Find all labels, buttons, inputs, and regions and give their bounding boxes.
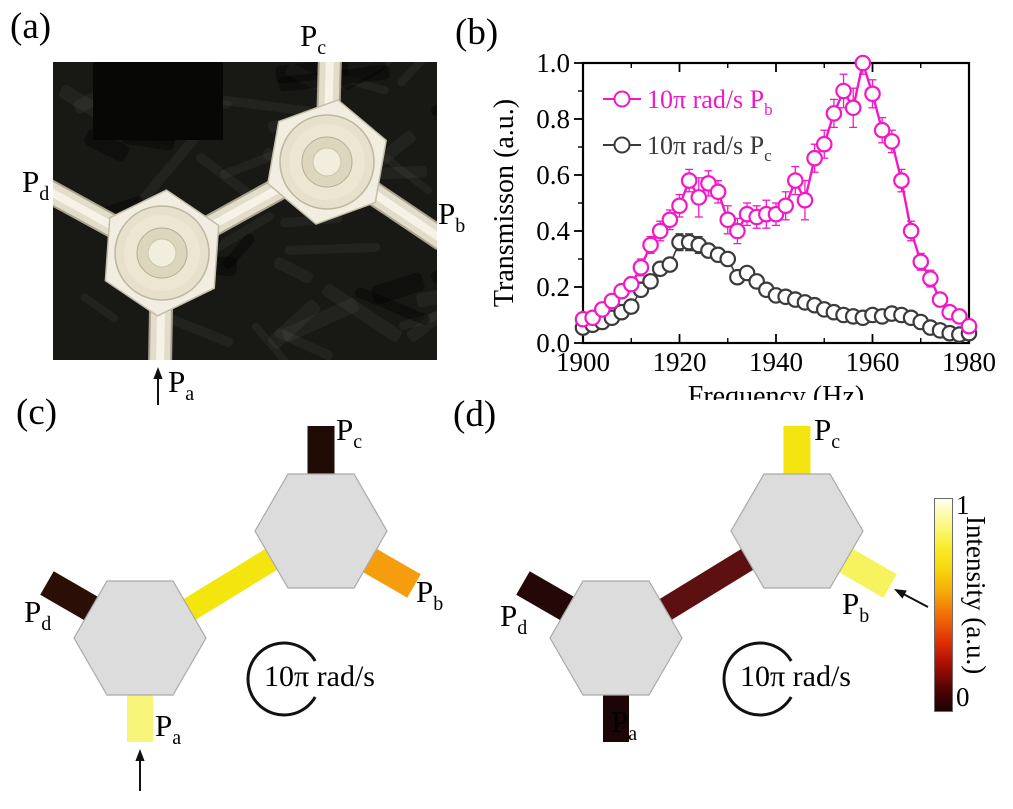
svg-text:1.0: 1.0: [536, 48, 570, 78]
port-pd: [516, 571, 580, 624]
port-pc: [307, 426, 335, 475]
d-port-label-pa: Pa: [611, 704, 638, 745]
panel-a-label: (a): [10, 6, 52, 47]
svg-text:0.8: 0.8: [536, 104, 570, 134]
port-pc: [783, 426, 811, 475]
svg-text:1900: 1900: [556, 347, 610, 377]
hexagon-left: [73, 580, 207, 696]
input-arrow: [894, 589, 929, 608]
port-pb: [357, 545, 421, 598]
port-pd: [40, 571, 104, 624]
y-axis-title: Transmisson (a.u.): [489, 99, 520, 307]
resonator-device-right: [266, 99, 388, 225]
d-port-label-pb: Pb: [842, 586, 870, 627]
rotation-arrow-icon: [246, 641, 327, 717]
svg-text:0.2: 0.2: [536, 272, 570, 302]
series-b: [574, 54, 978, 335]
x-axis-title: Frequency (Hz): [688, 381, 864, 400]
svg-text:1920: 1920: [653, 347, 707, 377]
hexagon-right: [730, 473, 864, 589]
c-port-label-pa: Pa: [155, 708, 182, 749]
intensity-colorbar: [934, 498, 953, 712]
legend-entry-c: 10π rad/s Pc: [647, 131, 772, 165]
colorbar-tick-1: 1: [956, 490, 970, 520]
d-port-label-pc: Pc: [814, 412, 841, 453]
hexagon-left: [549, 580, 683, 696]
rotation-arrow-icon: [722, 641, 803, 717]
port-pa: [603, 694, 629, 742]
colorbar-title: Intensity (a.u.): [961, 516, 991, 675]
colorbar-tick-0: 0: [956, 682, 970, 712]
link-waveguide: [174, 544, 285, 625]
panel-b-label: (b): [455, 12, 499, 53]
svg-text:1960: 1960: [846, 347, 900, 377]
svg-text:1980: 1980: [942, 347, 996, 377]
input-arrow-pa-photo: [153, 367, 163, 405]
series-c: [574, 233, 978, 343]
hexagon-right: [254, 473, 388, 589]
svg-text:1940: 1940: [749, 347, 803, 377]
c-port-label-pb: Pb: [416, 574, 444, 615]
svg-text:0.4: 0.4: [536, 216, 570, 246]
svg-text:0.6: 0.6: [536, 160, 570, 190]
photo-dark-opening: [93, 62, 223, 140]
input-arrow: [135, 749, 145, 791]
chart-legend: 10π rad/s Pb 10π rad/s Pc: [603, 85, 773, 165]
up-arrow-glyph: [153, 367, 163, 405]
legend-entry-b: 10π rad/s Pb: [647, 85, 773, 119]
photo-port-label-pb: Pb: [438, 196, 466, 237]
c-port-label-pc: Pc: [336, 412, 363, 453]
port-pb: [833, 545, 897, 598]
panel-d-label: (d): [453, 394, 497, 435]
transmission-chart: 1900 1920 1940 1960 1980 0.0 0.2 0.4 0.6 0.8 1.0 Fr…: [489, 48, 996, 400]
diagram-d: [516, 426, 929, 742]
diagram-c: [40, 426, 421, 791]
d-rotation-label: 10π rad/s: [740, 660, 851, 693]
link-waveguide: [650, 544, 761, 625]
panel-c-label: (c): [16, 392, 58, 433]
photo-graphics: [53, 62, 437, 360]
resonator-device-left: [104, 189, 220, 317]
experiment-photo: [53, 62, 437, 360]
svg-text:0.0: 0.0: [536, 328, 570, 358]
c-rotation-label: 10π rad/s: [264, 660, 375, 693]
d-port-label-pd: Pd: [500, 598, 528, 639]
photo-port-label-pa: Pa: [168, 364, 195, 405]
chart-axes: 1900 1920 1940 1960 1980 0.0 0.2 0.4 0.6 0.8 1.0: [536, 48, 996, 377]
photo-port-label-pc: Pc: [300, 18, 327, 59]
port-pa: [127, 694, 153, 742]
c-port-label-pd: Pd: [24, 594, 52, 635]
photo-port-label-pd: Pd: [22, 164, 50, 205]
